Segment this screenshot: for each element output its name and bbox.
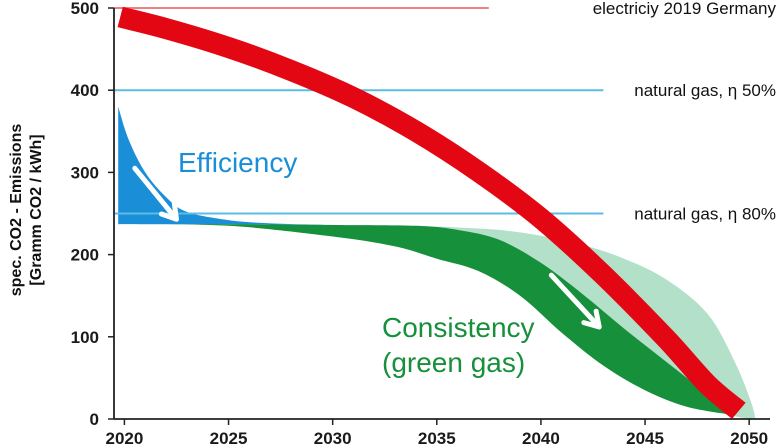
y-axis-label: spec. CO2 - Emissions [Gramm CO2 / kWh] xyxy=(8,124,45,297)
x-tick-label: 2040 xyxy=(522,429,560,447)
consistency-area xyxy=(118,224,733,415)
y-ticks: 0 100 200 300 400 500 xyxy=(71,0,114,429)
arrow-head-0 xyxy=(158,200,179,222)
efficiency-label: Efficiency xyxy=(178,147,297,178)
x-tick-label: 2020 xyxy=(105,429,143,447)
green-gas-label: (green gas) xyxy=(382,347,525,378)
y-axis-label-line-2: [Gramm CO2 / kWh] xyxy=(28,134,45,285)
reference-label-2: natural gas, η 80% xyxy=(634,205,776,224)
axes xyxy=(113,8,770,420)
x-tick-label: 2025 xyxy=(210,429,248,447)
y-tick-label: 400 xyxy=(71,81,99,100)
x-tick-label: 2050 xyxy=(730,429,768,447)
annotations: Efficiency Consistency (green gas) xyxy=(178,147,535,378)
y-axis-label-line-1: spec. CO2 - Emissions xyxy=(8,124,25,297)
reference-labels: electriciy 2019 Germany natural gas, η 50… xyxy=(593,0,777,224)
y-tick-label: 200 xyxy=(71,246,99,265)
y-tick-label: 100 xyxy=(71,328,99,347)
arrow-shaft-1 xyxy=(548,272,598,326)
reference-label-1: natural gas, η 50% xyxy=(634,81,776,100)
x-ticks: 2020 2025 2030 2035 2040 2045 2050 xyxy=(105,419,768,447)
x-tick-label: 2045 xyxy=(626,429,664,447)
y-tick-label: 500 xyxy=(71,0,99,18)
arrow-head-1 xyxy=(581,308,602,330)
consistency-label: Consistency xyxy=(382,312,535,343)
electricity-line xyxy=(117,6,746,419)
x-tick-label: 2030 xyxy=(314,429,352,447)
arrow-layer xyxy=(132,165,602,330)
y-tick-label: 300 xyxy=(71,163,99,182)
electricity-line-layer xyxy=(117,6,746,419)
arrow-shaft-0 xyxy=(132,165,176,218)
reference-label-0: electriciy 2019 Germany xyxy=(593,0,777,18)
x-tick-label: 2035 xyxy=(418,429,456,447)
y-tick-label: 0 xyxy=(90,410,99,429)
